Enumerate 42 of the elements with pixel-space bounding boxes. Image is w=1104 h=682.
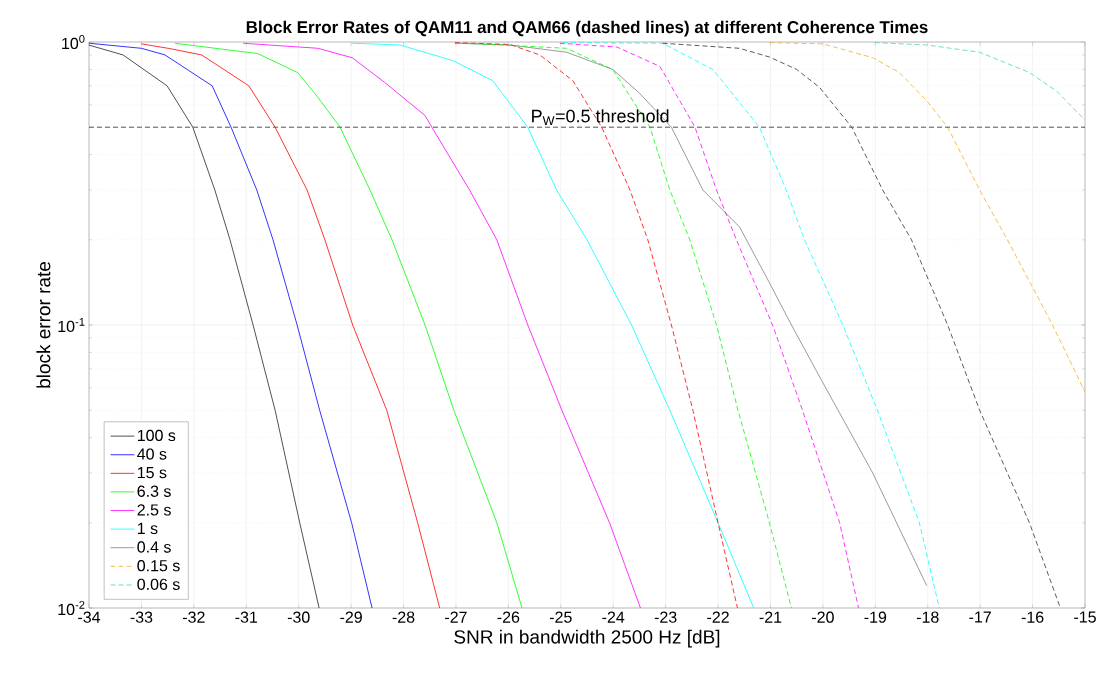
x-tick-label: -28 bbox=[392, 611, 415, 623]
line-series bbox=[466, 42, 792, 609]
legend-label: 0.4 s bbox=[137, 541, 171, 553]
x-tick-label: -31 bbox=[235, 611, 258, 623]
x-axis-title: SNR in bandwidth 2500 Hz [dB] bbox=[454, 629, 720, 648]
x-tick-label: -17 bbox=[969, 611, 991, 623]
y-tick-label: 10$^{-1}$ bbox=[58, 317, 85, 333]
legend-label: 0.06 s bbox=[137, 578, 180, 590]
chart-title: Block Error Rates of QAM11 and QAM66 (dashed lines) at different Coherence Times bbox=[246, 20, 928, 37]
y-axis-title: block error rate bbox=[36, 262, 51, 388]
legend-label: 15 s bbox=[137, 467, 167, 479]
legend-label: 40 s bbox=[137, 448, 167, 460]
ref-line-label: P$_{W}$=0.5 threshold bbox=[532, 109, 669, 125]
x-tick-label: -29 bbox=[340, 611, 362, 623]
x-tick-label: -19 bbox=[864, 611, 887, 623]
line-series bbox=[89, 44, 320, 609]
x-tick-label: -15 bbox=[1074, 611, 1096, 623]
x-tick-label: -32 bbox=[183, 611, 205, 623]
y-tick-label: 10$^{0}$ bbox=[62, 34, 85, 50]
legend-label: 2.5 s bbox=[137, 504, 171, 516]
legend-label: 6.3 s bbox=[137, 485, 171, 497]
x-tick-label: -24 bbox=[602, 611, 625, 623]
x-tick-label: -18 bbox=[916, 611, 939, 623]
x-tick-label: -26 bbox=[497, 611, 520, 623]
x-tick-label: -30 bbox=[287, 611, 310, 623]
line-series bbox=[769, 42, 1086, 393]
legend-label: 100 s bbox=[137, 429, 176, 442]
line-series bbox=[351, 42, 755, 609]
x-tick-label: -21 bbox=[759, 611, 782, 623]
x-tick-label: -25 bbox=[549, 611, 572, 623]
x-tick-label: -22 bbox=[707, 611, 729, 623]
x-tick-label: -20 bbox=[812, 611, 834, 623]
legend-label: 1 s bbox=[137, 522, 158, 535]
x-tick-label: -16 bbox=[1021, 611, 1044, 623]
line-series bbox=[174, 42, 523, 609]
line-series bbox=[454, 42, 928, 586]
x-tick-label: -23 bbox=[654, 611, 677, 623]
legend-label: 0.15 s bbox=[137, 560, 180, 572]
line-series bbox=[454, 42, 738, 609]
x-tick-label: -33 bbox=[130, 611, 153, 623]
x-tick-label: -27 bbox=[445, 611, 467, 623]
line-series bbox=[89, 42, 373, 609]
